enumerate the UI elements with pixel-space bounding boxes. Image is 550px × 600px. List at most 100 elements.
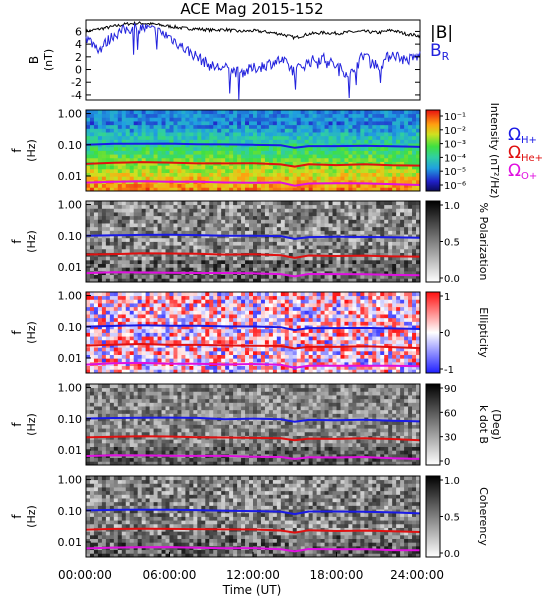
series-b-r <box>85 22 421 101</box>
y-tick-label: 1.00 <box>58 474 83 487</box>
y-axis-unit: (Hz) <box>25 413 38 436</box>
y-tick-label: 2 <box>75 51 82 64</box>
y-tick-label: 1.00 <box>58 108 83 121</box>
colorbar-unit: (Deg) <box>490 409 503 440</box>
panel-frame <box>85 109 421 192</box>
y-tick-label: 0.01 <box>58 536 83 549</box>
magnetic-field-yunit: (nT) <box>42 49 55 71</box>
curve-o-plus <box>85 361 421 369</box>
curve-he-plus <box>85 252 421 259</box>
legend-b-r: BR <box>430 41 450 63</box>
colorbar <box>425 291 441 374</box>
y-tick-label: -2 <box>71 76 82 89</box>
figure-title: ACE Mag 2015-152 <box>180 0 323 18</box>
series-b-total <box>85 20 421 41</box>
curve-h-plus <box>85 416 421 423</box>
y-axis-unit: (Hz) <box>25 230 38 253</box>
colorbar <box>425 200 441 283</box>
colorbar-tick-label: 1 <box>444 292 450 303</box>
colorbar-tick-label: 60 <box>444 408 457 419</box>
colorbar-label: Intensity (nT²/Hz) <box>488 103 501 199</box>
intensity-panel: 0.01 0.10 1.00 f (Hz) 10⁻¹ 10⁻² 10⁻³ 10⁻⁴ 10⁻⁵ 10⁻… <box>10 103 501 199</box>
curve-o-plus <box>85 454 421 461</box>
curve-h-plus <box>85 142 421 149</box>
polarization-panel: 0.01 0.10 1.00 f (Hz) 0.0 0.5 1.0 % Polarization <box>10 199 490 285</box>
curve-o-plus <box>85 271 421 278</box>
colorbar-tick-label: 10⁻⁴ <box>444 153 466 164</box>
y-tick-label: -4 <box>71 89 82 102</box>
coherency-cells <box>86 476 421 558</box>
y-tick-label: 0.10 <box>58 230 83 243</box>
y-axis-label: f <box>10 148 24 153</box>
y-axis-label: f <box>10 239 24 244</box>
colorbar-tick-label: 10⁻⁵ <box>444 167 466 178</box>
x-tick-label: 00:00:00 <box>58 568 112 582</box>
legend-b-r-symbol: B <box>430 41 442 61</box>
y-tick-label: 0.01 <box>58 444 83 457</box>
legend-b-total: |B| <box>430 23 453 43</box>
y-tick-label: 0.01 <box>58 352 83 365</box>
colorbar-tick-label: 0.5 <box>444 238 460 249</box>
y-tick-label: 0.01 <box>58 170 83 183</box>
curve-he-plus <box>85 435 421 442</box>
curve-he-plus <box>85 342 421 350</box>
panel-frame <box>85 291 421 374</box>
colorbar <box>425 475 441 558</box>
y-tick-label: 6 <box>75 25 82 38</box>
intensity-cells <box>86 110 421 192</box>
ellipticity-cells <box>86 292 421 374</box>
ellipticity-panel: 0.01 0.10 1.00 f (Hz) -1 0 1 Ellipticity <box>10 290 490 376</box>
colorbar-label: % Polarization <box>477 203 490 281</box>
y-axis-label: f <box>10 422 24 427</box>
polarization-cells <box>86 201 421 283</box>
y-tick-label: 0.10 <box>58 505 83 518</box>
magnetic-field-ylabel: B <box>27 56 41 64</box>
spectrogram-panels: 0.010.101.00f (Hz)10⁻¹10⁻²10⁻³10⁻⁴10⁻⁵10⁻… <box>10 103 503 560</box>
curve-he-plus <box>85 527 421 534</box>
colorbar-tick-label: 1.0 <box>444 476 460 487</box>
colorbar <box>425 109 441 192</box>
magnetic-field-lines <box>85 20 421 101</box>
y-axis-unit: (Hz) <box>25 505 38 528</box>
y-axis-label: f <box>10 330 24 335</box>
colorbar-label: Ellipticity <box>477 307 490 358</box>
legend-o-plus: ΩO+ <box>508 161 537 182</box>
y-tick-label: 0.10 <box>58 413 83 426</box>
curve-o-plus <box>85 546 421 553</box>
curve-he-plus <box>85 161 421 168</box>
curve-o-plus <box>85 180 421 187</box>
colorbar-label: k dot B <box>477 405 490 444</box>
colorbar-tick-label: 0 <box>444 329 450 340</box>
colorbar-tick-label: 10⁻⁶ <box>444 181 466 192</box>
colorbar-tick-label: 30 <box>444 433 457 444</box>
curve-h-plus <box>85 508 421 516</box>
k-dot-b-cells <box>86 384 421 466</box>
colorbar-tick-label: 0.5 <box>444 513 460 524</box>
k-dot-b-panel: 0.01 0.10 1.00 f (Hz) 0 30 60 90 k dot B (Deg) <box>10 382 503 468</box>
colorbar-tick-label: 0.0 <box>444 274 460 285</box>
curve-h-plus <box>85 324 421 332</box>
colorbar-tick-label: 0.0 <box>444 549 460 560</box>
colorbar-tick-label: 1.0 <box>444 201 460 212</box>
colorbar-tick-label: 90 <box>444 384 457 395</box>
y-tick-label: 1.00 <box>58 199 83 212</box>
y-tick-label: 0.10 <box>58 321 83 334</box>
colorbar <box>425 383 441 466</box>
panel-frame <box>85 200 421 283</box>
colorbar-tick-label: 0 <box>444 457 450 468</box>
x-tick-label: 18:00:00 <box>310 568 364 582</box>
colorbar-tick-label: 10⁻² <box>444 126 466 137</box>
x-tick-label: 24:00:00 <box>390 568 444 582</box>
y-tick-label: 0.01 <box>58 261 83 274</box>
colorbar-tick-label: -1 <box>444 365 454 376</box>
y-axis-unit: (Hz) <box>25 139 38 162</box>
y-tick-label: 1.00 <box>58 382 83 395</box>
y-axis-label: f <box>10 514 24 519</box>
legend-b-r-subscript: R <box>442 50 450 63</box>
gyrofrequency-legend: ΩH+ ΩHe+ ΩO+ <box>508 125 543 182</box>
colorbar-label: Coherency <box>477 487 490 546</box>
coherency-panel: 0.01 0.10 1.00 f (Hz) 0.0 0.5 1.0 Coherency <box>10 474 490 560</box>
panel-frame <box>85 383 421 466</box>
